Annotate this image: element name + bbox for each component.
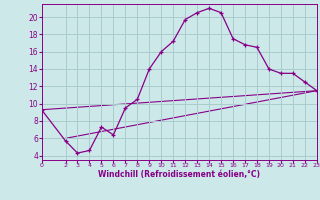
X-axis label: Windchill (Refroidissement éolien,°C): Windchill (Refroidissement éolien,°C) xyxy=(98,170,260,179)
